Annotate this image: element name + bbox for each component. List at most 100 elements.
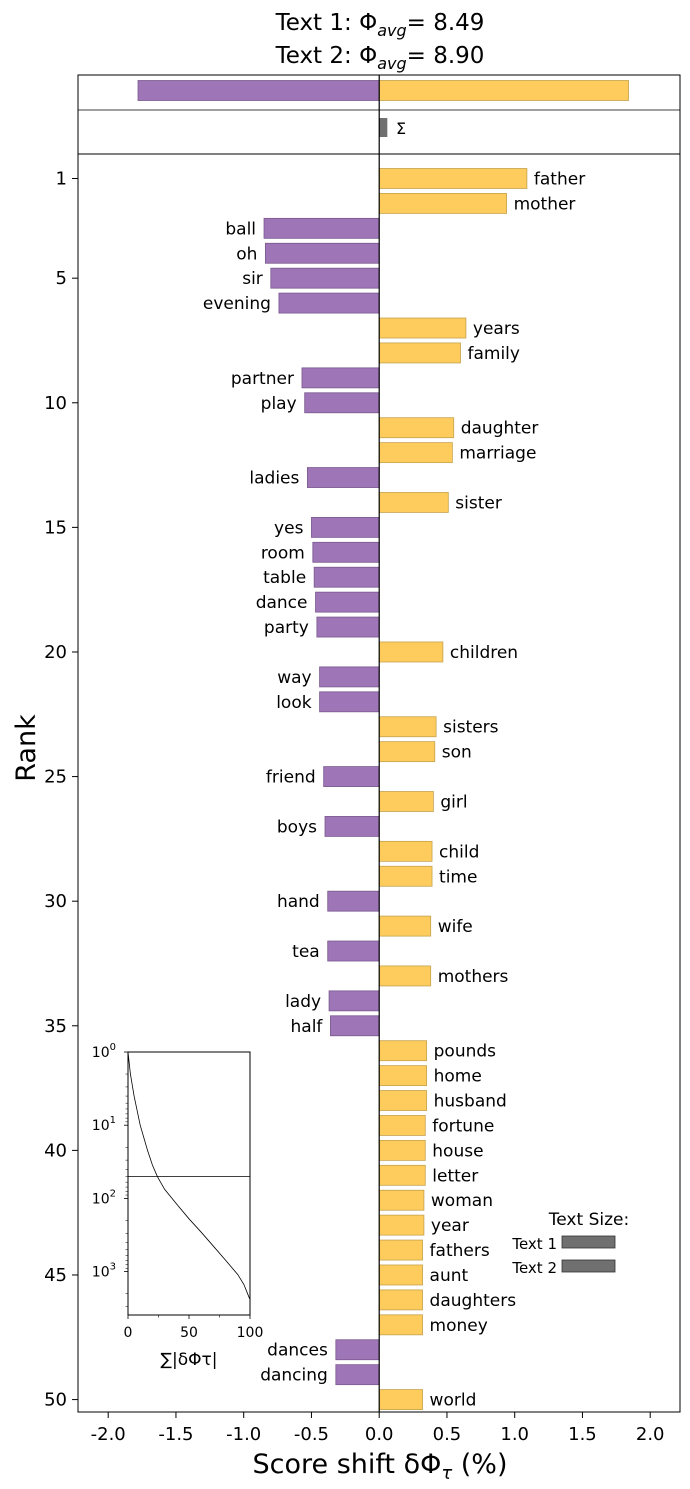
word-label-world: world xyxy=(430,1391,477,1411)
x-axis-label-subscript: τ xyxy=(441,1463,452,1484)
word-label-boys: boys xyxy=(277,817,317,837)
inset-y-tick-label: 103 xyxy=(92,1262,116,1281)
title-line-1: Text 1: Φavg= 8.49 xyxy=(275,10,485,40)
word-label-child: child xyxy=(439,842,479,862)
word-label-wife: wife xyxy=(438,917,473,937)
title-line-1-value: = 8.49 xyxy=(407,10,485,36)
y-tick-label: 1 xyxy=(56,169,67,190)
word-label-dances: dances xyxy=(267,1341,328,1361)
word-label-half: half xyxy=(291,1017,324,1037)
text-size-bar-text2 xyxy=(561,1259,616,1273)
x-axis-label: Score shift δΦτ (%) xyxy=(252,1449,507,1484)
y-tick-label: 20 xyxy=(44,642,67,663)
word-bar-hand xyxy=(327,890,380,912)
y-tick-label: 15 xyxy=(44,517,67,538)
inset-x-tick-label: 100 xyxy=(237,1325,264,1341)
word-label-years: years xyxy=(473,319,520,339)
word-bar-house xyxy=(378,1139,426,1161)
inset-y-tick-base: 10 xyxy=(92,1045,110,1061)
word-bar-daughters xyxy=(378,1289,423,1311)
word-label-son: son xyxy=(442,743,472,763)
title-line-2: Text 2: Φavg= 8.90 xyxy=(275,43,485,73)
inset-x-tick-label: 0 xyxy=(124,1325,133,1341)
word-label-woman: woman xyxy=(431,1191,493,1211)
inset-y-tick-label: 100 xyxy=(92,1042,116,1061)
word-bar-look xyxy=(319,691,380,713)
word-bar-table xyxy=(313,566,380,588)
word-label-room: room xyxy=(261,543,305,563)
word-bar-ladies xyxy=(306,467,380,488)
word-bar-letter xyxy=(378,1164,426,1186)
word-label-pounds: pounds xyxy=(434,1042,497,1062)
word-label-mother: mother xyxy=(514,194,576,214)
word-label-father: father xyxy=(534,170,585,190)
word-label-partner: partner xyxy=(231,369,294,389)
word-bar-room xyxy=(312,541,380,563)
chart-title: Text 1: Φavg= 8.49 Text 2: Φavg= 8.90 xyxy=(275,10,485,73)
word-bar-father xyxy=(378,168,528,189)
word-bar-family xyxy=(378,342,461,364)
inset-y-tick-label: 102 xyxy=(92,1188,116,1207)
word-label-money: money xyxy=(430,1316,488,1336)
word-bar-ball xyxy=(263,217,380,239)
word-label-look: look xyxy=(276,693,312,713)
word-label-dance: dance xyxy=(256,593,308,613)
word-label-tea: tea xyxy=(292,942,320,962)
word-label-friend: friend xyxy=(266,768,316,788)
word-bar-aunt xyxy=(378,1264,423,1286)
word-bar-partner xyxy=(301,367,380,389)
word-label-way: way xyxy=(277,668,311,688)
word-label-mothers: mothers xyxy=(438,967,509,987)
word-bar-sister xyxy=(378,492,449,513)
x-tick-label: 0.0 xyxy=(365,1424,394,1445)
word-label-play: play xyxy=(261,394,297,414)
word-bar-husband xyxy=(378,1090,428,1111)
x-tick-label: 1.5 xyxy=(568,1424,597,1445)
word-label-ball: ball xyxy=(225,219,256,239)
summary-sum-bar xyxy=(379,118,388,137)
word-bar-years xyxy=(378,317,467,339)
word-bar-tea xyxy=(327,940,380,962)
word-bar-evening xyxy=(278,292,380,314)
word-bar-girl xyxy=(378,791,434,812)
x-axis-label-unit: (%) xyxy=(452,1449,507,1480)
word-label-daughter: daughter xyxy=(461,419,539,439)
word-label-children: children xyxy=(450,643,518,663)
title-line-1-subscript: avg xyxy=(377,21,406,40)
word-bar-woman xyxy=(378,1189,425,1211)
inset-cumulative-curve xyxy=(127,1051,251,1315)
word-label-letter: letter xyxy=(432,1166,478,1186)
word-label-ladies: ladies xyxy=(249,469,299,489)
inset-y-tick-exponent: 3 xyxy=(110,1262,116,1273)
word-bar-dance xyxy=(315,591,380,613)
inset-x-tick-label: 50 xyxy=(180,1325,198,1341)
title-line-2-text: Text 2: Φ xyxy=(275,43,378,69)
word-bar-child xyxy=(378,840,433,862)
title-line-1-text: Text 1: Φ xyxy=(275,10,378,36)
inset-y-tick-exponent: 1 xyxy=(110,1115,116,1126)
word-bar-sir xyxy=(270,267,380,289)
word-label-family: family xyxy=(468,344,520,364)
word-bar-dances xyxy=(335,1339,380,1361)
inset-background xyxy=(127,1051,251,1316)
x-tick-label: -1.5 xyxy=(158,1424,193,1445)
inset-y-tick-label: 101 xyxy=(92,1115,116,1134)
x-tick-label: 0.5 xyxy=(433,1424,462,1445)
x-axis-label-main: Score shift δΦ xyxy=(252,1449,441,1480)
x-tick-label: 1.0 xyxy=(500,1424,529,1445)
word-bar-fortune xyxy=(378,1115,426,1136)
text-size-legend: Text Size: Text 1 Text 2 xyxy=(511,1210,629,1277)
word-bar-son xyxy=(378,741,436,763)
word-label-table: table xyxy=(263,568,306,588)
x-tick-label: -2.0 xyxy=(91,1424,126,1445)
text-size-label-text2: Text 2 xyxy=(511,1259,557,1277)
x-tick-label: 2.0 xyxy=(636,1424,665,1445)
inset-y-tick-exponent: 0 xyxy=(110,1042,116,1053)
summary-panel: Σ xyxy=(77,74,681,155)
word-bar-wife xyxy=(378,915,432,937)
word-bar-time xyxy=(378,865,433,887)
inset-y-tick-base: 10 xyxy=(92,1191,110,1207)
text-size-label-text1: Text 1 xyxy=(511,1235,557,1253)
